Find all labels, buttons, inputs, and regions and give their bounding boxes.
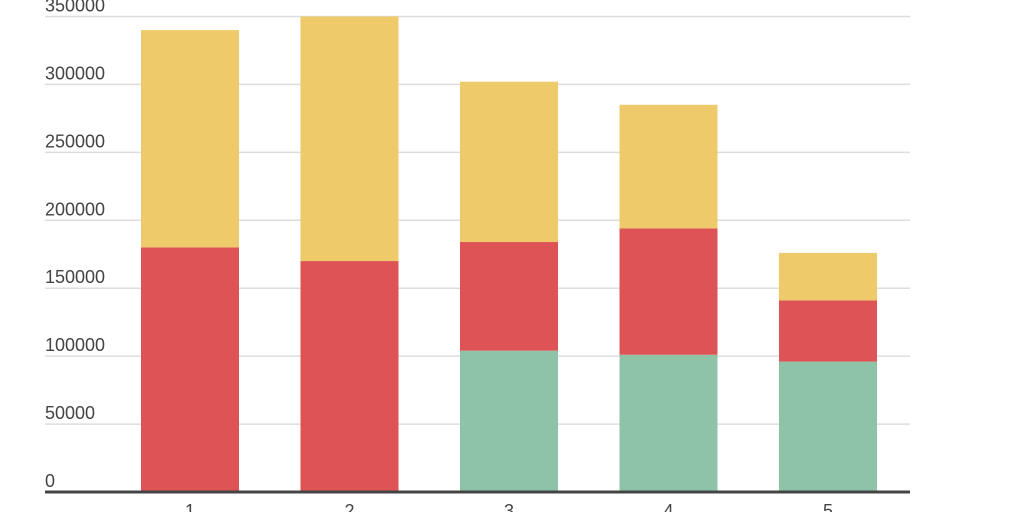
bar-segment	[300, 16, 399, 262]
y-tick-label: 250000	[45, 131, 105, 151]
y-tick-label: 350000	[45, 0, 105, 16]
bar-segment	[460, 81, 558, 243]
bar-segment	[779, 361, 877, 492]
y-tick-label: 150000	[45, 267, 105, 287]
bar-segment	[460, 242, 558, 351]
bar-segment	[619, 104, 718, 229]
y-tick-label: 100000	[45, 335, 105, 355]
y-tick-labels: 0 50000 100000 150000 200000 250000 300000 3500…	[45, 0, 105, 491]
x-tick-label: 3	[504, 501, 514, 512]
bars	[141, 16, 877, 492]
bar-segment	[300, 261, 399, 492]
bar-segment	[619, 228, 718, 355]
bar-segment	[619, 354, 718, 492]
y-tick-label: 0	[45, 471, 55, 491]
bar-segment	[779, 252, 877, 301]
y-tick-label: 50000	[45, 403, 95, 423]
y-tick-label: 200000	[45, 199, 105, 219]
x-tick-labels: 1 2 3 4 5	[185, 501, 833, 512]
x-tick-label: 2	[344, 501, 354, 512]
x-tick-label: 5	[823, 501, 833, 512]
y-tick-label: 300000	[45, 63, 105, 83]
bar-segment	[460, 350, 558, 492]
bar-segment	[779, 300, 877, 362]
x-tick-label: 4	[663, 501, 673, 512]
bar-segment	[141, 30, 239, 248]
x-tick-label: 1	[185, 501, 195, 512]
bar-segment	[141, 247, 239, 492]
